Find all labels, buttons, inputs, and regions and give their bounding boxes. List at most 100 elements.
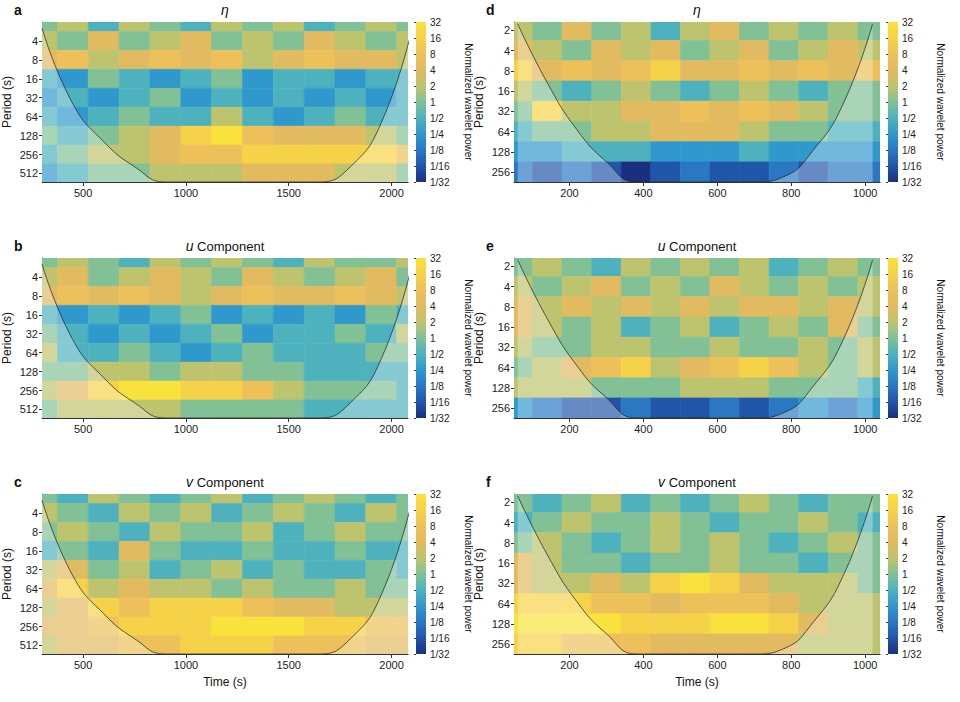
- svg-text:2: 2: [504, 24, 510, 36]
- svg-text:8: 8: [504, 537, 510, 549]
- svg-text:Period (s): Period (s): [472, 76, 486, 128]
- svg-text:256: 256: [20, 621, 38, 633]
- svg-text:8: 8: [902, 49, 908, 60]
- svg-text:4: 4: [32, 271, 38, 283]
- svg-text:800: 800: [782, 423, 800, 435]
- svg-text:1/16: 1/16: [430, 161, 450, 172]
- svg-text:e: e: [486, 238, 494, 254]
- svg-text:16: 16: [498, 557, 510, 569]
- svg-text:1/32: 1/32: [902, 649, 922, 660]
- svg-text:32: 32: [430, 489, 442, 500]
- svg-text:a: a: [14, 2, 22, 18]
- svg-text:16: 16: [902, 269, 914, 280]
- svg-text:128: 128: [20, 130, 38, 142]
- svg-text:4: 4: [32, 507, 38, 519]
- svg-text:8: 8: [32, 526, 38, 538]
- svg-text:32: 32: [498, 341, 510, 353]
- svg-text:600: 600: [708, 423, 726, 435]
- svg-text:1: 1: [902, 97, 908, 108]
- svg-text:Normalized wavelet power: Normalized wavelet power: [935, 279, 946, 397]
- svg-text:Period (s): Period (s): [472, 548, 486, 600]
- svg-text:600: 600: [708, 187, 726, 199]
- svg-text:200: 200: [560, 423, 578, 435]
- svg-text:256: 256: [20, 385, 38, 397]
- svg-text:256: 256: [492, 402, 510, 414]
- svg-text:1/2: 1/2: [902, 349, 916, 360]
- svg-text:2: 2: [504, 260, 510, 272]
- svg-text:32: 32: [26, 564, 38, 576]
- svg-text:1/4: 1/4: [902, 601, 916, 612]
- svg-text:1000: 1000: [853, 659, 877, 671]
- svg-text:500: 500: [74, 423, 92, 435]
- svg-text:1/32: 1/32: [902, 177, 922, 188]
- svg-text:1/16: 1/16: [902, 161, 922, 172]
- svg-text:32: 32: [26, 92, 38, 104]
- svg-text:1: 1: [430, 333, 436, 344]
- svg-text:Period (s): Period (s): [0, 76, 14, 128]
- svg-text:Time (s): Time (s): [675, 675, 719, 689]
- svg-text:1/8: 1/8: [902, 617, 916, 628]
- svg-text:1/2: 1/2: [430, 349, 444, 360]
- svg-text:1/2: 1/2: [902, 113, 916, 124]
- svg-text:16: 16: [26, 309, 38, 321]
- svg-text:1000: 1000: [174, 423, 198, 435]
- svg-text:400: 400: [634, 187, 652, 199]
- svg-text:Component: Component: [665, 475, 736, 490]
- svg-text:2000: 2000: [379, 659, 403, 671]
- svg-text:128: 128: [492, 146, 510, 158]
- svg-text:b: b: [14, 238, 23, 254]
- svg-text:32: 32: [498, 105, 510, 117]
- svg-text:32: 32: [902, 253, 914, 264]
- svg-text:1000: 1000: [174, 659, 198, 671]
- svg-text:1: 1: [902, 569, 908, 580]
- svg-text:16: 16: [498, 85, 510, 97]
- svg-text:4: 4: [430, 537, 436, 548]
- svg-text:1000: 1000: [853, 187, 877, 199]
- svg-text:1000: 1000: [853, 423, 877, 435]
- svg-text:512: 512: [20, 403, 38, 415]
- svg-text:2: 2: [902, 553, 908, 564]
- svg-text:Normalized wavelet power: Normalized wavelet power: [935, 515, 946, 633]
- svg-text:1/4: 1/4: [430, 365, 444, 376]
- svg-text:1/32: 1/32: [902, 413, 922, 424]
- svg-text:8: 8: [32, 54, 38, 66]
- svg-text:4: 4: [32, 35, 38, 47]
- svg-text:500: 500: [74, 187, 92, 199]
- svg-text:4: 4: [902, 301, 908, 312]
- svg-text:800: 800: [782, 659, 800, 671]
- svg-text:1: 1: [430, 97, 436, 108]
- svg-text:8: 8: [430, 49, 436, 60]
- svg-text:8: 8: [430, 285, 436, 296]
- svg-text:Component: Component: [193, 239, 264, 254]
- svg-text:1/4: 1/4: [902, 129, 916, 140]
- svg-text:1500: 1500: [276, 423, 300, 435]
- svg-text:1/8: 1/8: [430, 145, 444, 156]
- svg-text:1: 1: [430, 569, 436, 580]
- svg-text:1500: 1500: [276, 187, 300, 199]
- svg-text:32: 32: [498, 577, 510, 589]
- svg-text:128: 128: [492, 618, 510, 630]
- svg-text:4: 4: [902, 537, 908, 548]
- svg-text:1/4: 1/4: [430, 601, 444, 612]
- svg-text:4: 4: [902, 65, 908, 76]
- svg-text:32: 32: [430, 17, 442, 28]
- svg-text:256: 256: [20, 149, 38, 161]
- svg-text:128: 128: [20, 366, 38, 378]
- svg-text:1/2: 1/2: [430, 585, 444, 596]
- svg-text:8: 8: [32, 290, 38, 302]
- svg-text:2: 2: [430, 317, 436, 328]
- svg-text:400: 400: [634, 423, 652, 435]
- svg-text:800: 800: [782, 187, 800, 199]
- svg-text:1/8: 1/8: [430, 381, 444, 392]
- svg-text:16: 16: [430, 269, 442, 280]
- svg-text:16: 16: [26, 545, 38, 557]
- svg-text:1/16: 1/16: [902, 397, 922, 408]
- svg-text:64: 64: [26, 347, 38, 359]
- svg-text:512: 512: [20, 167, 38, 179]
- svg-text:8: 8: [504, 301, 510, 313]
- svg-text:16: 16: [902, 505, 914, 516]
- svg-text:400: 400: [634, 659, 652, 671]
- svg-text:1500: 1500: [276, 659, 300, 671]
- svg-text:f: f: [486, 474, 491, 490]
- svg-text:2: 2: [430, 553, 436, 564]
